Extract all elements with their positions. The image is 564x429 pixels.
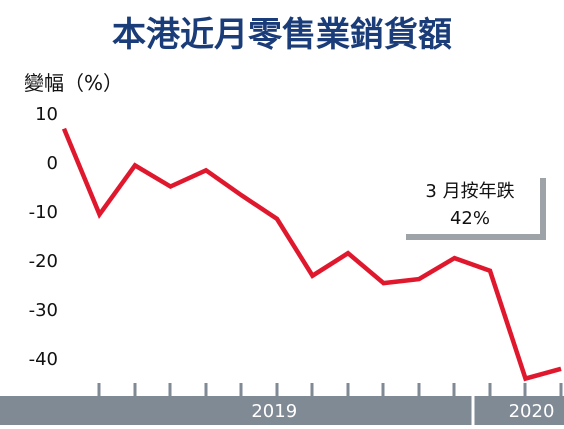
x-year-label: 2019 <box>251 401 297 422</box>
y-tick-label: -40 <box>29 349 58 370</box>
y-tick-label: -20 <box>29 251 58 272</box>
y-tick-label: -10 <box>29 202 58 223</box>
annotation-callout: 3 月按年跌 42% <box>400 172 546 240</box>
x-axis-band-bar <box>0 396 564 425</box>
callout-line-1: 3 月按年跌 <box>425 181 514 202</box>
x-axis-band: 2019 2020 <box>0 383 564 425</box>
y-tick-label: 10 <box>35 104 58 125</box>
y-tick-label: 0 <box>47 153 58 174</box>
series-line <box>61 127 562 382</box>
series-group <box>61 127 562 382</box>
y-axis-ticks: 10 0 -10 -20 -30 -40 <box>29 104 58 370</box>
callout-line-2: 42% <box>450 208 490 229</box>
y-axis-unit-label: 變幅（%） <box>24 71 123 95</box>
x-year-label: 2020 <box>509 401 555 422</box>
callout-box <box>400 172 540 234</box>
y-tick-label: -30 <box>29 300 58 321</box>
chart-title: 本港近月零售業銷貨額 <box>112 15 452 55</box>
